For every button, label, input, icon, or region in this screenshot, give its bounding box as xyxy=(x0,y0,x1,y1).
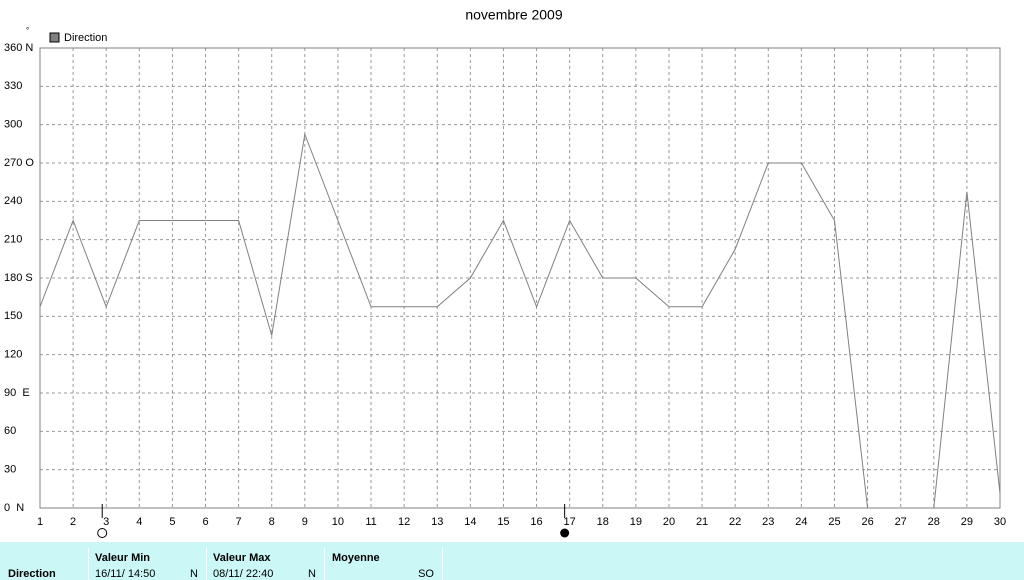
max-marker xyxy=(560,528,570,538)
x-tick-label: 17 xyxy=(564,516,576,528)
summary-table: Direction Valeur Min 16/11/ 14:50 N Vale… xyxy=(0,542,1024,580)
x-tick-label: 20 xyxy=(663,516,675,528)
x-tick-label: 27 xyxy=(895,516,907,528)
x-tick-label: 14 xyxy=(464,516,476,528)
x-tick-label: 26 xyxy=(861,516,873,528)
x-tick-label: 30 xyxy=(994,516,1006,528)
x-tick-label: 2 xyxy=(70,516,76,528)
x-tick-label: 23 xyxy=(762,516,774,528)
y-tick-label: 90 E xyxy=(4,387,30,399)
x-tick-label: 11 xyxy=(365,516,376,528)
x-tick-label: 9 xyxy=(302,516,308,528)
x-tick-label: 7 xyxy=(236,516,242,528)
y-tick-label: 0 N xyxy=(4,502,24,514)
col-header: Valeur Min xyxy=(95,552,151,564)
col-header: Valeur Max xyxy=(213,552,271,564)
x-tick-label: 19 xyxy=(630,516,642,528)
y-tick-label: 150 xyxy=(4,310,22,322)
x-tick-label: 18 xyxy=(597,516,609,528)
y-tick-label: 60 xyxy=(4,425,16,437)
y-tick-label: 360 N xyxy=(4,42,33,54)
chart-title: novembre 2009 xyxy=(465,7,563,23)
x-tick-label: 13 xyxy=(431,516,443,528)
x-tick-label: 16 xyxy=(530,516,542,528)
y-tick-label: 240 xyxy=(4,195,22,207)
x-tick-label: 10 xyxy=(332,516,344,528)
x-tick-label: 21 xyxy=(696,516,708,528)
data-line xyxy=(39,132,1001,509)
col-dir: SO xyxy=(418,568,434,580)
col-value: 08/11/ 22:40 xyxy=(213,568,274,580)
y-unit: ° xyxy=(26,26,29,35)
plot-frame xyxy=(39,47,1001,509)
col-dir: N xyxy=(308,568,316,580)
col-mean: Moyenne SO xyxy=(326,548,443,580)
col-dir: N xyxy=(190,568,198,580)
y-tick-label: 210 xyxy=(4,234,22,246)
x-tick-label: 22 xyxy=(729,516,741,528)
y-tick-label: 300 xyxy=(4,119,22,131)
y-tick-label: 330 xyxy=(4,80,22,92)
y-tick-label: 30 xyxy=(4,464,16,476)
y-tick-label: 270 O xyxy=(4,157,34,169)
col-value: 16/11/ 14:50 xyxy=(95,568,156,580)
x-tick-label: 4 xyxy=(136,516,142,528)
x-tick-label: 6 xyxy=(202,516,208,528)
y-tick-label: 120 xyxy=(4,349,22,361)
x-tick-label: 12 xyxy=(398,516,410,528)
y-tick-label: 180 S xyxy=(4,272,33,284)
min-marker xyxy=(97,528,108,538)
col-header: Moyenne xyxy=(332,552,380,564)
x-tick-label: 28 xyxy=(928,516,940,528)
x-tick-label: 8 xyxy=(269,516,275,528)
x-tick-label: 24 xyxy=(795,516,807,528)
col-min: Valeur Min 16/11/ 14:50 N xyxy=(88,548,207,580)
x-tick-label: 1 xyxy=(37,516,43,528)
x-tick-label: 25 xyxy=(828,516,840,528)
x-tick-label: 3 xyxy=(103,516,109,528)
row-label: Direction xyxy=(8,568,56,580)
x-tick-label: 15 xyxy=(497,516,509,528)
col-max: Valeur Max 08/11/ 22:40 N xyxy=(207,548,325,580)
x-tick-label: 5 xyxy=(169,516,175,528)
legend-label: Direction xyxy=(64,32,107,44)
legend-swatch xyxy=(49,32,60,43)
x-tick-label: 29 xyxy=(961,516,973,528)
